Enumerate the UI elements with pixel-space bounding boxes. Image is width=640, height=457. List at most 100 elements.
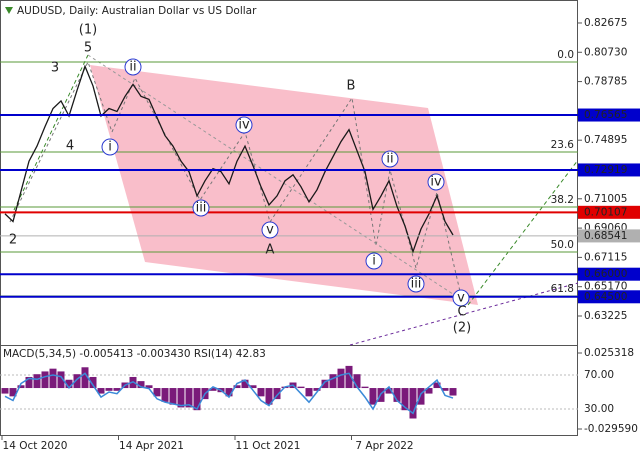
wave-label: 4 (66, 139, 74, 154)
macd-bar (161, 388, 169, 402)
macd-bar (433, 382, 441, 389)
wave-label: ii (129, 60, 136, 75)
wave-circle (365, 252, 383, 270)
macd-bar (265, 388, 273, 405)
y-tick-label: 0.67115 (584, 251, 627, 263)
macd-bar (233, 385, 241, 389)
macd-bar (1, 388, 9, 394)
wave-label: (1) (79, 23, 97, 38)
macd-bar (313, 388, 321, 391)
macd-bar (345, 365, 353, 389)
x-tick-label: 14 Oct 2020 (3, 440, 68, 452)
fib-label: 38.2 (551, 194, 574, 206)
wave-label: v (266, 223, 274, 238)
wave-label: 2 (9, 233, 17, 248)
chart-title: AUDUSD, Daily: Australian Dollar vs US D… (17, 5, 257, 17)
y-tick-label: -0.029590 (584, 423, 638, 435)
macd-bar (9, 388, 17, 397)
wave-label: A (266, 243, 275, 258)
price-line (4, 64, 454, 254)
wave-label: iv (430, 175, 442, 190)
level-box (578, 205, 640, 219)
wave-path (87, 54, 463, 301)
macd-bar (153, 388, 161, 397)
fib-label: 0.0 (557, 49, 574, 61)
macd-bar (441, 388, 449, 391)
y-tick-label: 0.71005 (584, 193, 627, 205)
projection (467, 159, 579, 306)
wave-label: v (457, 291, 465, 306)
macd-bar (73, 374, 81, 389)
fib-label: 50.0 (551, 239, 574, 251)
macd-bar (145, 385, 153, 389)
macd-bar (361, 386, 369, 389)
macd-bar (209, 388, 217, 391)
macd-bar (321, 379, 329, 389)
wave-circle (427, 173, 445, 191)
macd-bar (33, 374, 41, 389)
wave-circle (235, 116, 253, 134)
wave-circle (452, 289, 470, 307)
level-box (578, 290, 640, 304)
level-label: 0.66000 (584, 268, 627, 280)
macd-bar (385, 388, 393, 394)
macd-bar (89, 376, 97, 389)
y-tick-label: 0.63225 (584, 310, 627, 322)
wave-label: iv (238, 118, 250, 133)
wave-label: C (457, 305, 466, 320)
macd-bar (81, 367, 89, 389)
level-box (578, 163, 640, 177)
macd-bar (297, 386, 305, 389)
level-label: 0.70107 (584, 206, 627, 218)
x-tick-label: 7 Apr 2022 (355, 440, 413, 452)
y-tick-label: 0.74895 (584, 134, 627, 146)
wave-label: 5 (84, 41, 92, 56)
level-label: 0.68541 (584, 230, 627, 242)
macd-bar (257, 388, 265, 397)
y-tick-label: 0.025318 (584, 347, 634, 359)
wave-circle (124, 58, 142, 76)
wave-circle (101, 138, 119, 156)
macd-bar (241, 379, 249, 389)
macd-bar (449, 388, 457, 396)
channel (90, 65, 478, 305)
macd-bar (409, 388, 417, 419)
macd-bar (193, 388, 201, 411)
wave-label: (2) (453, 321, 471, 336)
macd-bar (137, 381, 145, 389)
macd-bar (425, 388, 433, 394)
wave-path (13, 54, 89, 211)
macd-bar (57, 371, 65, 389)
macd-bar (185, 388, 193, 408)
macd-bar (225, 388, 233, 397)
wave-label: i (372, 254, 376, 269)
y-tick-label: 0.78785 (584, 76, 627, 88)
macd-bar (305, 388, 313, 397)
macd-bar (329, 374, 337, 389)
macd-bar (17, 385, 25, 389)
y-tick-label: 70.00 (584, 369, 614, 381)
macd-bar (249, 385, 257, 389)
wave-circle (192, 199, 210, 217)
macd-bar (41, 371, 49, 389)
level-box (578, 267, 640, 281)
macd-bar (177, 388, 185, 408)
level-label: 0.72919 (584, 164, 627, 176)
indicator-title: MACD(5,34,5) -0.005413 -0.003430 RSI(14)… (3, 348, 266, 360)
macd-bar (97, 388, 105, 394)
fib-label: 23.6 (551, 139, 575, 151)
macd-bar (113, 388, 121, 391)
macd-bar (49, 368, 57, 389)
symbol-icon (5, 7, 13, 14)
wave-circle (407, 275, 425, 293)
y-tick-label: 30.00 (584, 403, 614, 415)
level-label: 0.76565 (584, 109, 627, 121)
wave-label: iii (196, 201, 207, 216)
wave-label: iii (411, 277, 422, 292)
x-tick-label: 11 Oct 2021 (236, 440, 301, 452)
level-label: 0.64500 (584, 291, 627, 303)
macd-bar (25, 376, 33, 389)
rsi-line (4, 372, 454, 415)
macd-bar (353, 374, 361, 389)
